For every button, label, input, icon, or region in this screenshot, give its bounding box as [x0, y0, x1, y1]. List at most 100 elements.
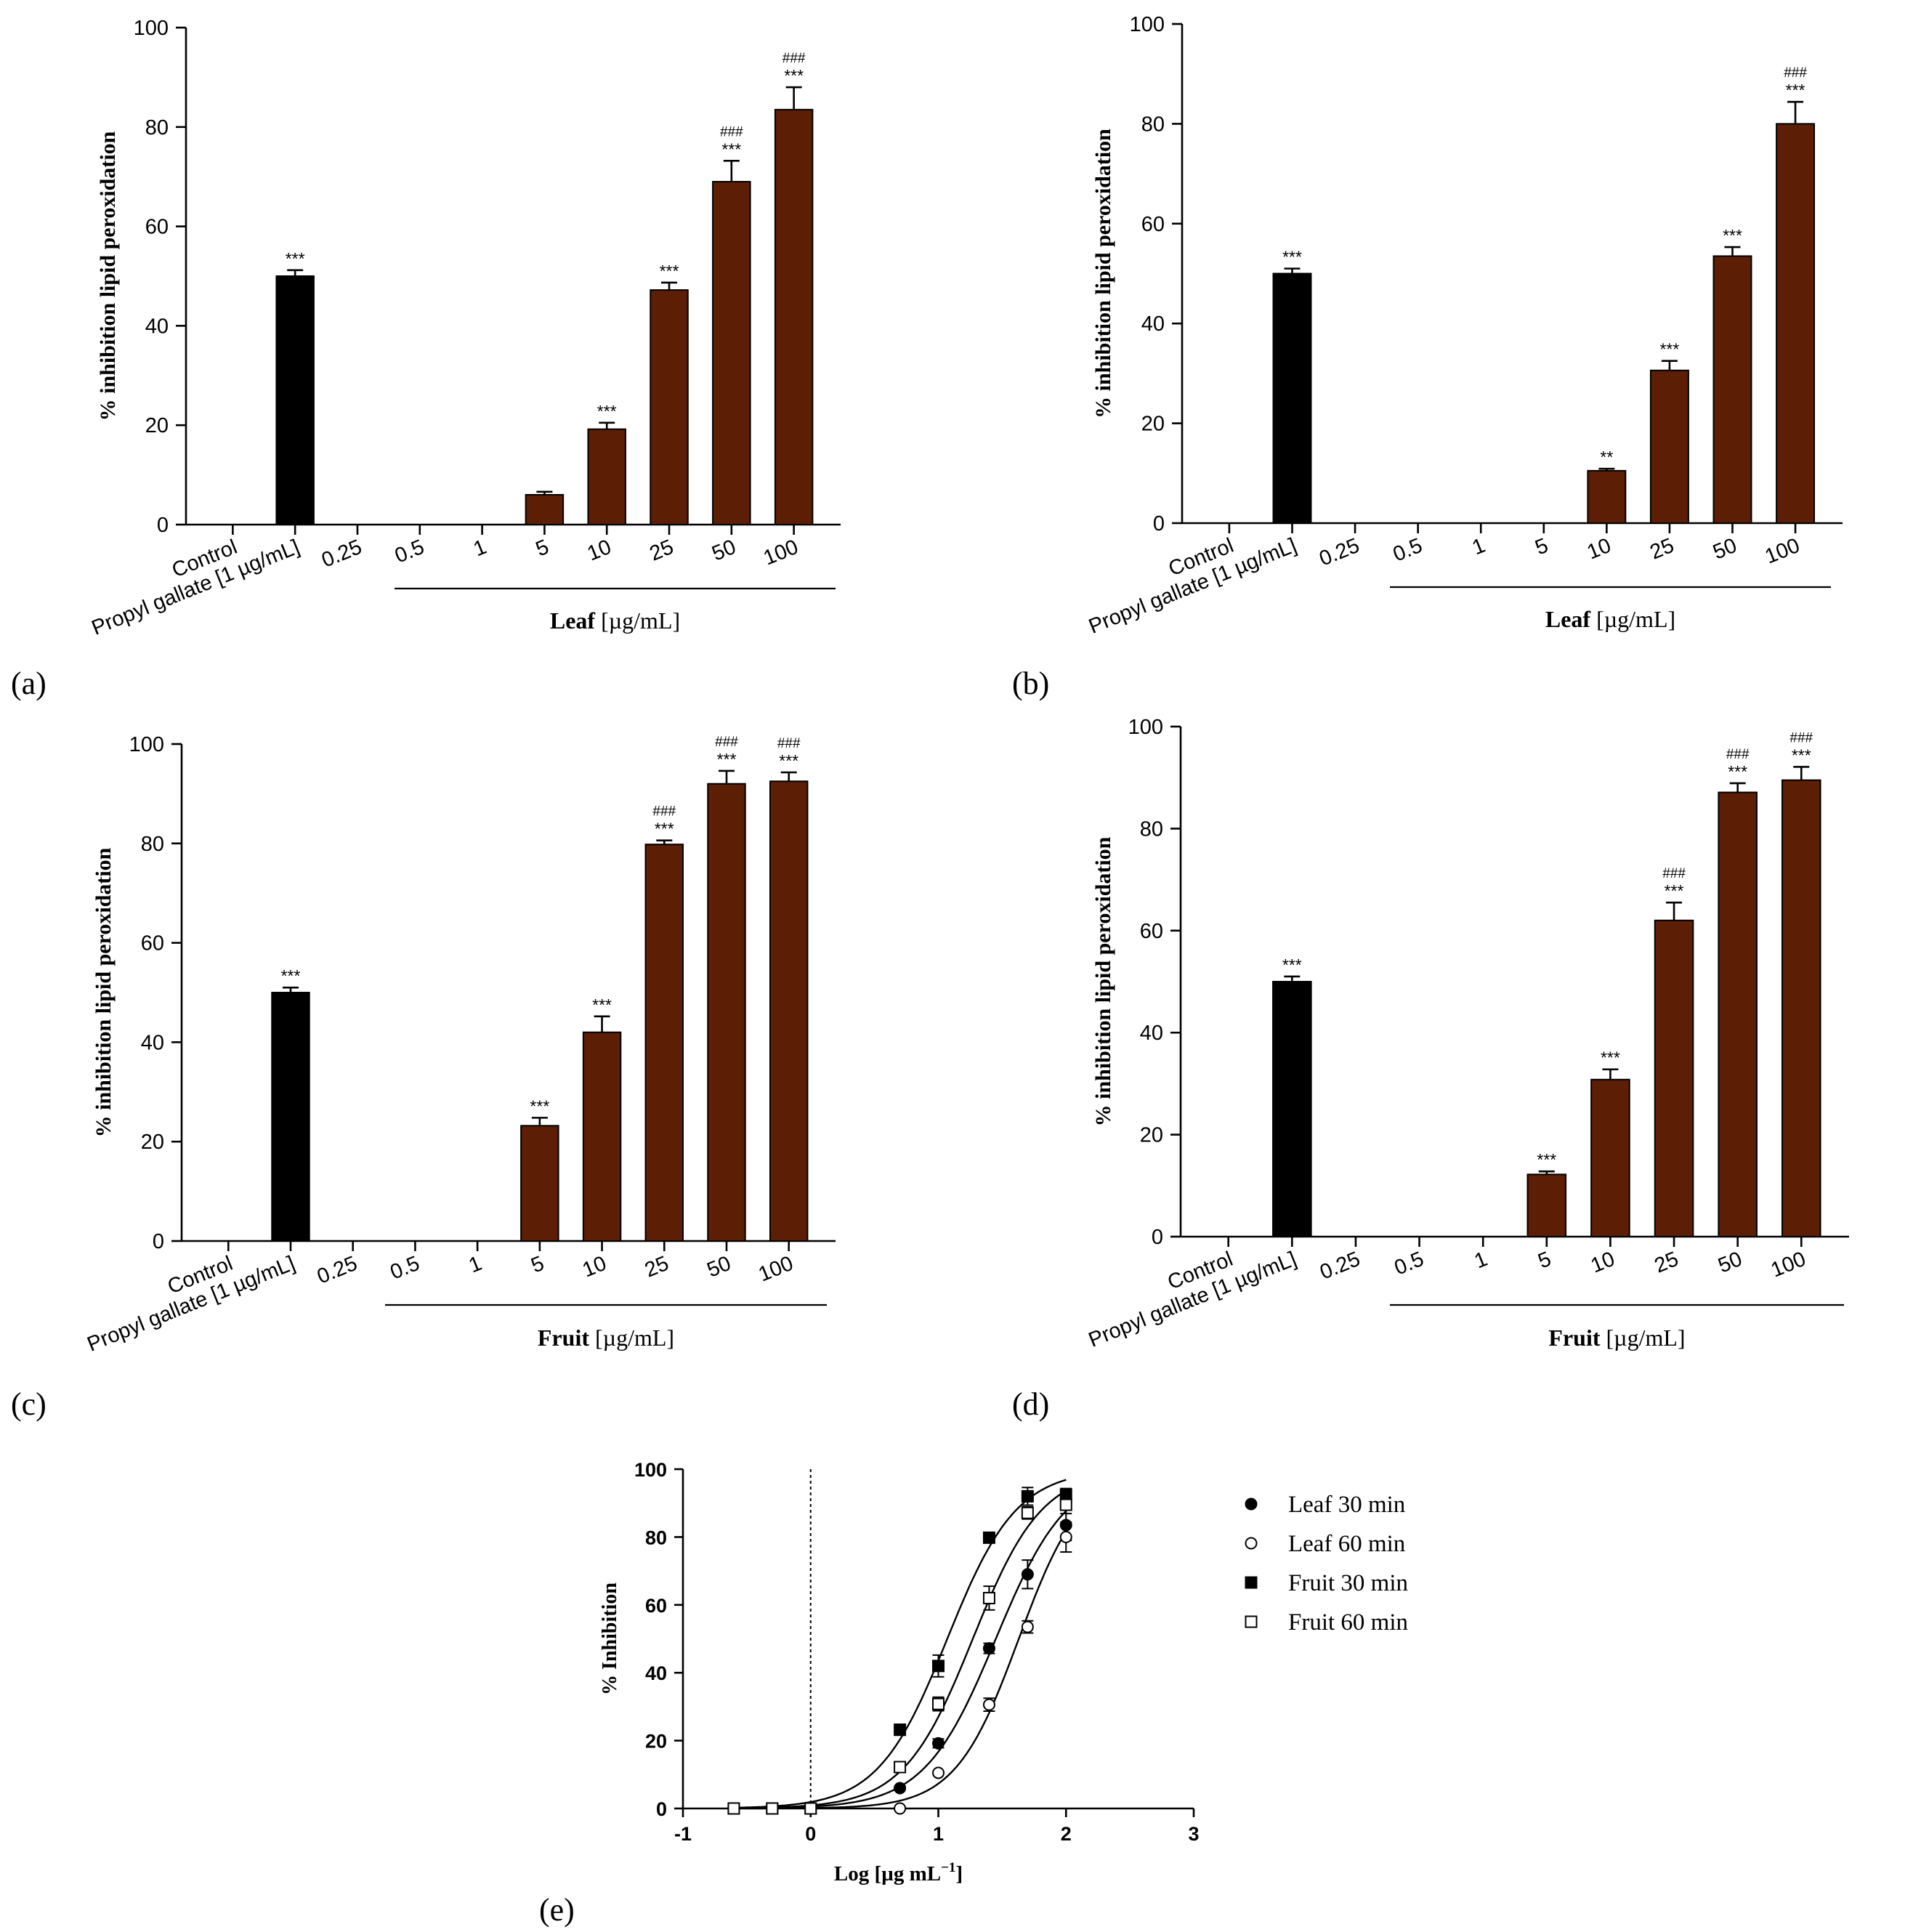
- bar: [1712, 255, 1752, 524]
- bar: [1649, 369, 1689, 525]
- y-tick-label: 60: [645, 1595, 667, 1617]
- significance-label: ***: [592, 995, 612, 1014]
- legend-label: Leaf 30 min: [1288, 1492, 1405, 1518]
- panel-label: (d): [1012, 1386, 1049, 1422]
- fit-curve: [734, 1531, 1067, 1810]
- group-unit: [µg/mL]: [601, 607, 680, 634]
- y-axis-label: % inhibition lipid peroxidation: [1091, 129, 1115, 419]
- group-name: Fruit: [1548, 1325, 1600, 1351]
- group-name: Leaf: [550, 607, 596, 634]
- significance-label: ***: [1665, 881, 1684, 900]
- bar: [1776, 123, 1816, 524]
- significance-label: ***: [784, 66, 804, 85]
- group-name: Leaf: [1545, 606, 1591, 632]
- y-tick-label: 100: [634, 1459, 667, 1481]
- bar: [1526, 1173, 1567, 1237]
- y-tick-label: 40: [1140, 1022, 1163, 1045]
- significance-label: ***: [597, 402, 617, 421]
- data-point: [894, 1761, 907, 1774]
- bar-chart-b: 0 20 40 60 80 100 % inhibition lipid peroxidat…: [1012, 13, 1843, 701]
- bar: [1272, 272, 1312, 524]
- bar: [582, 1031, 622, 1242]
- y-tick-label: 80: [141, 833, 164, 856]
- bar: [525, 493, 565, 526]
- data-point: [1021, 1620, 1034, 1633]
- significance-label: ***: [721, 140, 741, 158]
- data-point: [932, 1697, 945, 1710]
- data-point: [932, 1766, 945, 1779]
- group-label: Fruit [µg/mL]: [1548, 1325, 1685, 1351]
- legend-marker: [1245, 1576, 1258, 1589]
- data-point: [1021, 1568, 1034, 1581]
- hash-significance-label: ###: [1662, 866, 1686, 881]
- y-tick-label: 80: [145, 116, 169, 140]
- y-tick-label: 60: [145, 216, 169, 239]
- significance-label: ***: [530, 1096, 549, 1115]
- bar: [644, 844, 684, 1242]
- data-point: [894, 1723, 907, 1737]
- panel-label: (c): [11, 1386, 46, 1422]
- y-tick-label: 20: [645, 1731, 667, 1753]
- x-tick-label: 0: [805, 1823, 816, 1845]
- y-tick-label: 100: [134, 17, 169, 40]
- significance-label: ***: [1601, 1048, 1620, 1067]
- y-tick-label: 20: [1141, 413, 1165, 436]
- legend-marker: [1245, 1615, 1258, 1628]
- bar: [1718, 791, 1758, 1237]
- data-point: [804, 1802, 817, 1815]
- data-point: [894, 1782, 907, 1795]
- y-tick-label: 0: [1152, 1226, 1163, 1249]
- data-point: [982, 1531, 995, 1544]
- significance-label: ***: [717, 750, 737, 769]
- significance-label: ***: [1723, 226, 1742, 245]
- legend-label: Fruit 30 min: [1288, 1570, 1408, 1596]
- data-point: [1059, 1498, 1072, 1511]
- significance-label: ***: [1786, 81, 1805, 100]
- x-axis-label-sup: −1: [941, 1860, 955, 1875]
- data-point: [766, 1802, 779, 1815]
- bar: [650, 289, 689, 525]
- panel-label: (b): [1012, 666, 1049, 701]
- significance-label: ***: [1728, 762, 1747, 781]
- y-tick-label: 60: [1140, 920, 1163, 943]
- significance-label: ***: [281, 966, 301, 985]
- hash-significance-label: ###: [1726, 747, 1750, 762]
- hash-significance-label: ###: [715, 735, 738, 750]
- group-name: Fruit: [538, 1325, 589, 1351]
- significance-label: ***: [660, 262, 679, 280]
- bar: [774, 108, 814, 526]
- significance-label: ***: [655, 820, 674, 838]
- significance-label: ***: [1282, 955, 1302, 974]
- legend-label: Fruit 60 min: [1288, 1609, 1408, 1636]
- data-point: [727, 1802, 740, 1815]
- y-axis-label: % inhibition lipid peroxidation: [92, 847, 116, 1137]
- bar: [271, 992, 310, 1242]
- legend-marker: [1245, 1497, 1258, 1511]
- x-tick-label: 3: [1188, 1823, 1199, 1845]
- bar: [275, 275, 315, 525]
- legend-marker: [1245, 1537, 1258, 1550]
- significance-label: ***: [1659, 340, 1679, 359]
- y-axis-label: % Inhibition: [599, 1583, 621, 1695]
- legend-label: Leaf 60 min: [1288, 1531, 1405, 1557]
- y-tick-label: 0: [656, 1798, 667, 1820]
- y-tick-label: 0: [157, 514, 169, 537]
- y-axis-label: % inhibition lipid peroxidation: [96, 131, 120, 421]
- bar: [712, 181, 751, 525]
- x-axis-label: Log [µg mL−1]: [834, 1860, 963, 1885]
- hash-significance-label: ###: [777, 736, 801, 751]
- fit-curve: [734, 1479, 1067, 1809]
- data-point: [1021, 1506, 1034, 1519]
- data-point: [1059, 1530, 1072, 1543]
- group-unit: [µg/mL]: [1606, 1325, 1686, 1351]
- significance-label: **: [1600, 448, 1613, 466]
- significance-label: ***: [1537, 1150, 1556, 1169]
- bar: [707, 783, 746, 1242]
- y-tick-label: 40: [645, 1662, 667, 1684]
- data-point: [982, 1642, 995, 1655]
- x-tick-label: 1: [933, 1823, 944, 1845]
- bar: [1590, 1078, 1630, 1238]
- y-tick-label: 0: [1153, 512, 1165, 535]
- hash-significance-label: ###: [782, 51, 806, 66]
